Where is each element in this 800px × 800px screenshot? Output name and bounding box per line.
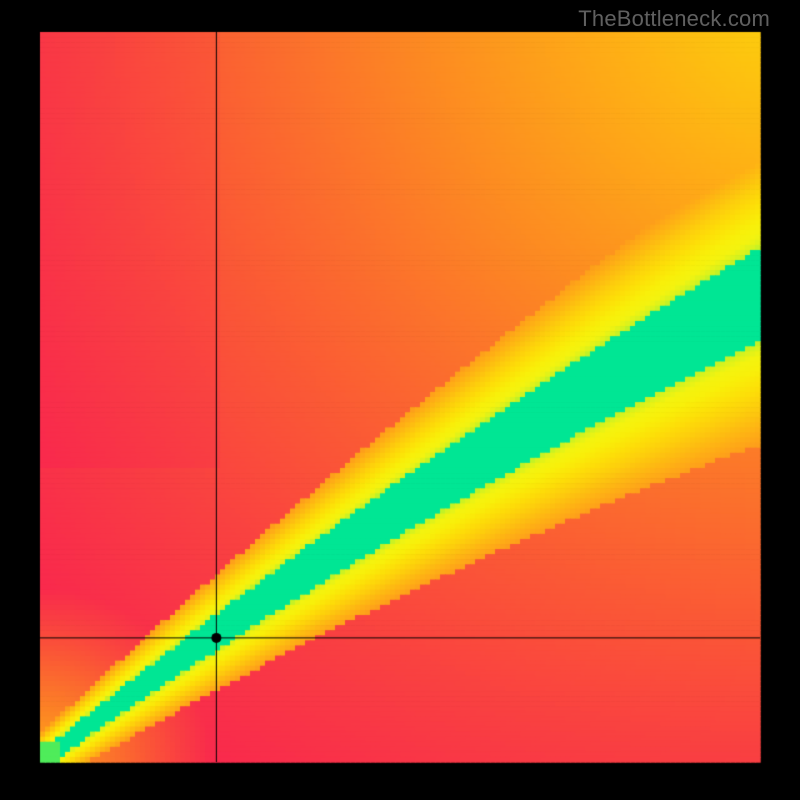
bottleneck-heatmap (0, 0, 800, 800)
watermark-text: TheBottleneck.com (578, 6, 770, 32)
figure-container: TheBottleneck.com (0, 0, 800, 800)
